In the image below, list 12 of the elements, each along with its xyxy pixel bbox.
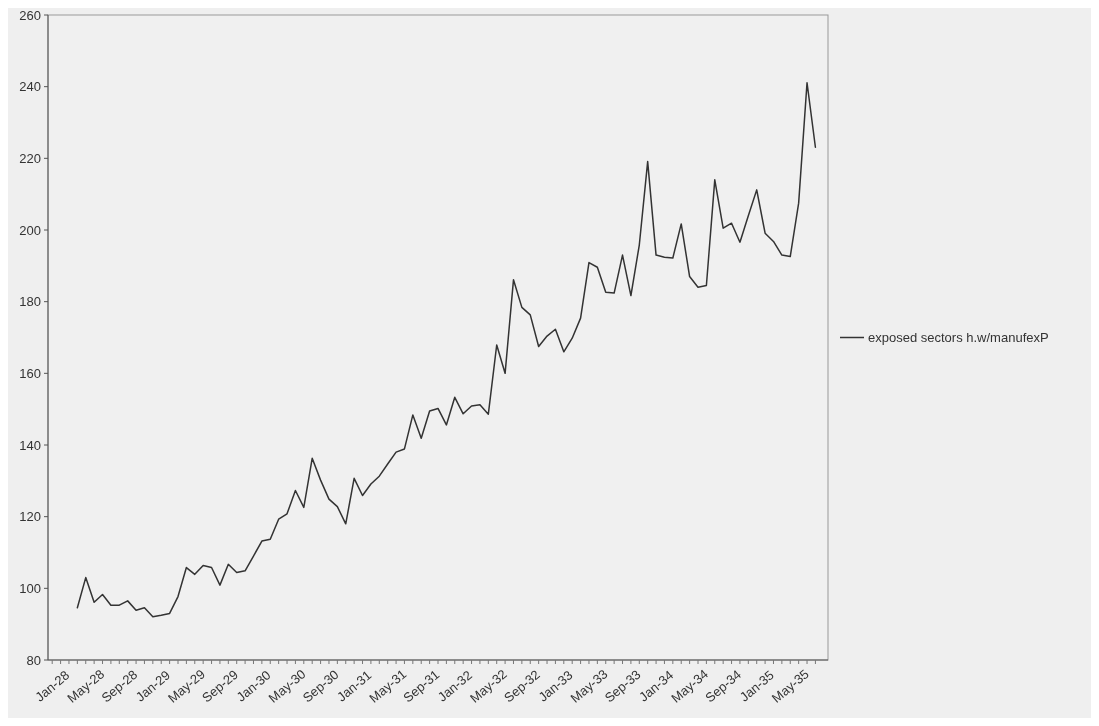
y-tick-label: 80 (26, 652, 41, 668)
y-tick-label: 160 (19, 365, 41, 381)
y-tick-label: 220 (19, 150, 41, 166)
legend-label: exposed sectors h.w/manufexP (868, 330, 1049, 346)
y-tick-label: 180 (19, 294, 41, 310)
y-tick-label: 260 (19, 7, 41, 23)
y-tick-label: 140 (19, 437, 41, 453)
y-tick-label: 120 (19, 509, 41, 525)
y-tick-label: 100 (19, 580, 41, 596)
line-series (76, 81, 817, 618)
y-tick-label: 200 (19, 222, 41, 238)
y-tick-label: 240 (19, 79, 41, 95)
